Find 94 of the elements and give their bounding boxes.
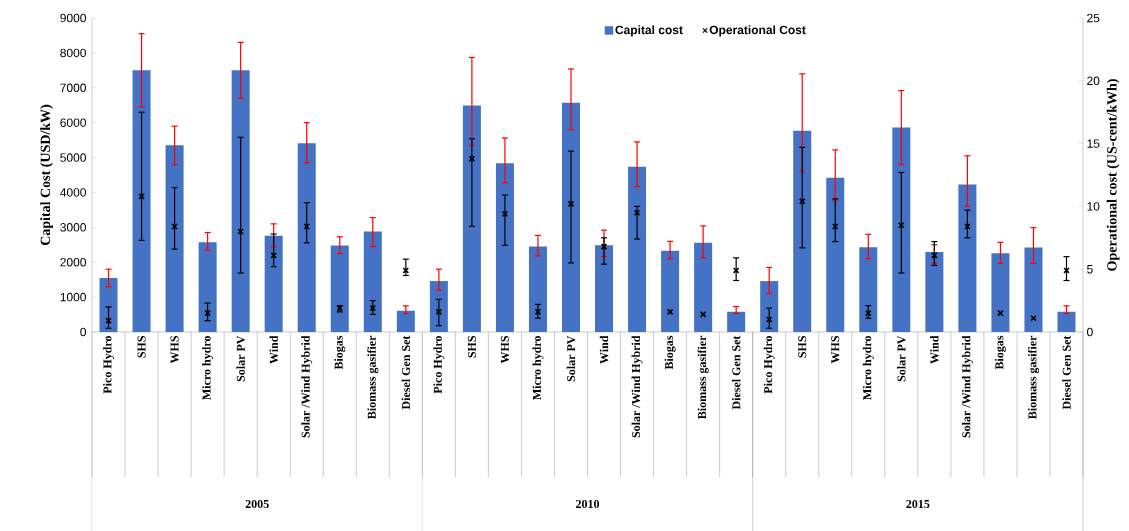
bar: [595, 245, 614, 332]
bar: [925, 252, 944, 332]
x-tick-label: Pico Hydro: [103, 335, 114, 394]
y-axis-title: Capital Cost (USD/kW): [40, 104, 53, 246]
point: [138, 193, 145, 200]
x-tick-label: Wind: [269, 335, 278, 364]
y-tick-label: 4000: [60, 188, 86, 197]
point: [171, 223, 178, 230]
x-tick-label: Wind: [930, 335, 939, 364]
y-tick-label: 6000: [60, 118, 86, 127]
x-tick-label: Diesel Gen Set: [401, 335, 411, 410]
text: 2010: [576, 499, 600, 509]
x-tick-label: Solar PV: [236, 335, 245, 382]
x-tick-label: Pico Hydro: [433, 335, 445, 394]
y-tick-label: 7000: [60, 83, 86, 93]
point: [1063, 267, 1070, 274]
y2-tick-label: 0: [1087, 327, 1093, 337]
y-tick-label: 3000: [60, 223, 86, 232]
point: [898, 221, 905, 229]
bar: [694, 242, 713, 332]
x-tick-label: Micro hydro: [532, 335, 544, 400]
x-tick-label: Solar /Wind Hybrid: [631, 335, 643, 438]
x-tick-label: SHS: [467, 336, 476, 358]
x-tick-label: Biogas: [334, 335, 346, 370]
bar: [165, 145, 184, 332]
y-tick-label: 2000: [60, 257, 86, 267]
bar: [826, 177, 845, 332]
x-tick-label: Biogas: [994, 335, 1006, 370]
y-tick-label: 0: [80, 327, 87, 337]
text: 2005: [245, 499, 269, 509]
point: [435, 308, 443, 316]
point: [369, 304, 377, 312]
x-tick-label: Biomass gasifier: [697, 335, 709, 419]
y-tick-label: 9000: [60, 13, 86, 23]
y-tick-label: 8000: [60, 48, 86, 58]
x-tick-label: SHS: [798, 336, 807, 358]
bar: [132, 70, 151, 332]
y2-tick-label: 15: [1087, 139, 1100, 148]
bar: [231, 70, 250, 332]
x-tick-label: WHS: [831, 336, 840, 364]
bar: [892, 127, 911, 332]
y-tick-label: 1000: [60, 292, 86, 302]
bar: [727, 311, 746, 332]
bar: [991, 253, 1010, 332]
legend-label: Capital cost: [615, 25, 683, 37]
x-tick-label: Diesel Gen Set: [731, 335, 741, 410]
y2-tick-label: 20: [1087, 76, 1100, 86]
bar: [793, 130, 812, 332]
x-tick-label: Solar PV: [566, 335, 576, 382]
bar: [1024, 247, 1043, 332]
bar: [661, 250, 680, 332]
y-tick-label: 5000: [60, 153, 86, 162]
x-tick-label: Biogas: [664, 335, 676, 370]
x-tick-label: Solar /Wind Hybrid: [961, 335, 973, 438]
legend-label: Operational Cost: [709, 25, 806, 37]
x-tick-label: Pico Hydro: [763, 335, 775, 394]
point: [666, 308, 674, 316]
bar: [297, 143, 316, 332]
point: [567, 200, 575, 208]
y2-tick-label: 5: [1087, 265, 1093, 274]
bar: [495, 163, 514, 332]
bar: [1057, 311, 1076, 332]
x-tick-label: Wind: [599, 335, 609, 364]
x-tick-label: Diesel Gen Set: [1062, 335, 1071, 410]
bar: [628, 166, 647, 332]
point: [931, 252, 938, 259]
bar: [198, 242, 217, 332]
bar: [561, 102, 580, 332]
y2-tick-label: 10: [1087, 202, 1100, 211]
bar: [760, 281, 779, 332]
x-tick-label: Solar PV: [897, 335, 906, 382]
point: [501, 210, 509, 218]
bar: [958, 184, 977, 332]
point: [964, 223, 971, 230]
text: 2015: [906, 499, 930, 509]
bar: [363, 231, 382, 332]
x-tick-label: Solar /Wind Hybrid: [301, 335, 313, 438]
point: [270, 252, 277, 259]
bar: [99, 277, 118, 332]
x-tick-label: Biomass gasifier: [1027, 335, 1040, 419]
bar: [859, 247, 878, 332]
bar: [528, 246, 547, 332]
x-tick-label: WHS: [500, 336, 509, 364]
bar: [396, 310, 415, 332]
y2-axis-title: Operational cost (US-cent/kWh): [1106, 79, 1120, 271]
bar: [462, 105, 481, 332]
x-tick-label: WHS: [170, 336, 179, 364]
x-tick-label: Micro hydro: [202, 335, 214, 400]
bar: [330, 245, 349, 332]
bar: [264, 235, 283, 332]
x-tick-label: SHS: [137, 336, 146, 358]
x-tick-label: Biomass gasifier: [367, 335, 379, 419]
y2-tick-label: 25: [1087, 13, 1100, 23]
x-tick-label: Micro hydro: [862, 335, 874, 400]
